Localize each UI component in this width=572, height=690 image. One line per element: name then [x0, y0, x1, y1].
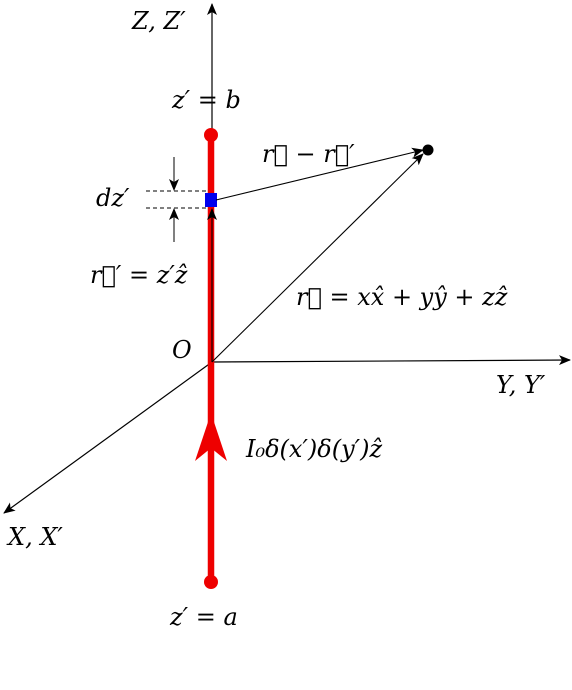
- dz-label: dz′: [96, 184, 130, 212]
- field-point: [422, 144, 434, 156]
- current-label: I₀δ(x′)δ(y′)ẑ: [245, 435, 382, 463]
- dz-element-square: [205, 193, 217, 207]
- r-minus-r-prime-label: r⃗ − r⃗′: [262, 140, 355, 168]
- x-axis: [3, 361, 213, 514]
- r-prime-label: r⃗′ = z′ẑ: [90, 261, 188, 289]
- z-top-label: z′ = b: [171, 86, 241, 114]
- r-minus-r-prime-vector: [215, 147, 424, 201]
- y-axis: [211, 355, 571, 366]
- x-axis-label: X, X′: [6, 523, 63, 551]
- z-bottom-label: z′ = a: [169, 603, 238, 631]
- z-axis-label: Z, Z′: [131, 7, 186, 35]
- origin-label: O: [172, 336, 192, 364]
- current-direction-arrowhead: [195, 413, 227, 461]
- r-vector: [211, 153, 424, 363]
- wire-top-end: [204, 128, 218, 142]
- y-axis-label: Y, Y′: [496, 371, 546, 399]
- r-vector-label: r⃗ = xx̂ + yŷ + zẑ: [296, 283, 508, 311]
- wire-bottom-end: [204, 575, 218, 589]
